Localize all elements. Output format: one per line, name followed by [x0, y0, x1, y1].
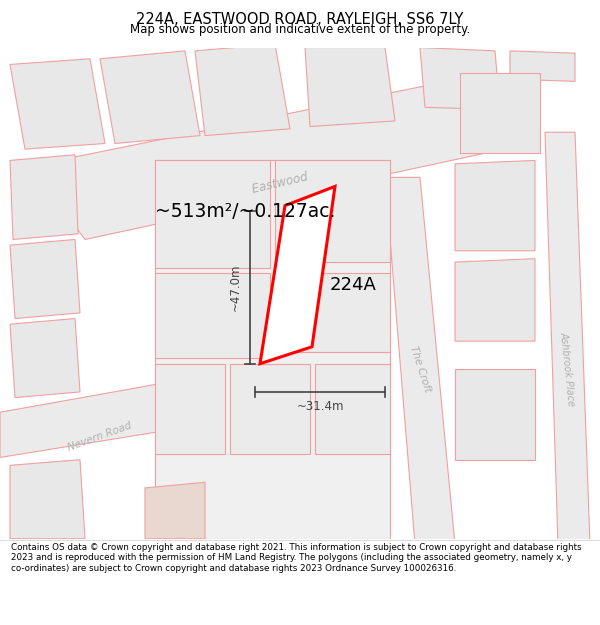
- Polygon shape: [155, 273, 270, 358]
- Polygon shape: [145, 482, 205, 539]
- Polygon shape: [275, 161, 390, 262]
- Polygon shape: [195, 44, 290, 136]
- Text: Eastwo​od: Eastwo​od: [251, 170, 309, 196]
- Text: 224A: 224A: [330, 276, 377, 294]
- Polygon shape: [100, 51, 200, 144]
- Text: Map shows position and indicative extent of the property.: Map shows position and indicative extent…: [130, 22, 470, 36]
- Text: 224A, EASTWOOD ROAD, RAYLEIGH, SS6 7LY: 224A, EASTWOOD ROAD, RAYLEIGH, SS6 7LY: [136, 12, 464, 27]
- Polygon shape: [455, 161, 535, 251]
- Polygon shape: [510, 51, 575, 81]
- Polygon shape: [545, 132, 590, 544]
- Polygon shape: [460, 74, 540, 152]
- Polygon shape: [455, 369, 535, 460]
- Polygon shape: [10, 59, 105, 149]
- Polygon shape: [455, 259, 535, 341]
- Polygon shape: [305, 48, 395, 126]
- Polygon shape: [155, 161, 390, 539]
- Polygon shape: [10, 239, 80, 319]
- Polygon shape: [385, 177, 455, 544]
- Polygon shape: [10, 460, 85, 539]
- Text: ~513m²/~0.127ac.: ~513m²/~0.127ac.: [155, 202, 335, 221]
- Polygon shape: [260, 186, 335, 364]
- Text: Nevern Road: Nevern Road: [67, 421, 133, 453]
- Polygon shape: [30, 76, 530, 239]
- Polygon shape: [230, 364, 310, 454]
- Polygon shape: [10, 155, 78, 239]
- Text: The Croft: The Croft: [408, 345, 432, 394]
- Polygon shape: [0, 369, 265, 458]
- Polygon shape: [420, 48, 500, 109]
- Polygon shape: [155, 161, 270, 268]
- Text: Road: Road: [294, 196, 326, 216]
- Text: Ashbrook Place: Ashbrook Place: [558, 332, 576, 407]
- Text: ~31.4m: ~31.4m: [296, 401, 344, 414]
- Polygon shape: [10, 319, 80, 398]
- Text: Contains OS data © Crown copyright and database right 2021. This information is : Contains OS data © Crown copyright and d…: [11, 543, 581, 573]
- Polygon shape: [275, 273, 390, 352]
- Text: ~47.0m: ~47.0m: [229, 264, 242, 311]
- Polygon shape: [315, 364, 390, 454]
- Polygon shape: [155, 364, 225, 454]
